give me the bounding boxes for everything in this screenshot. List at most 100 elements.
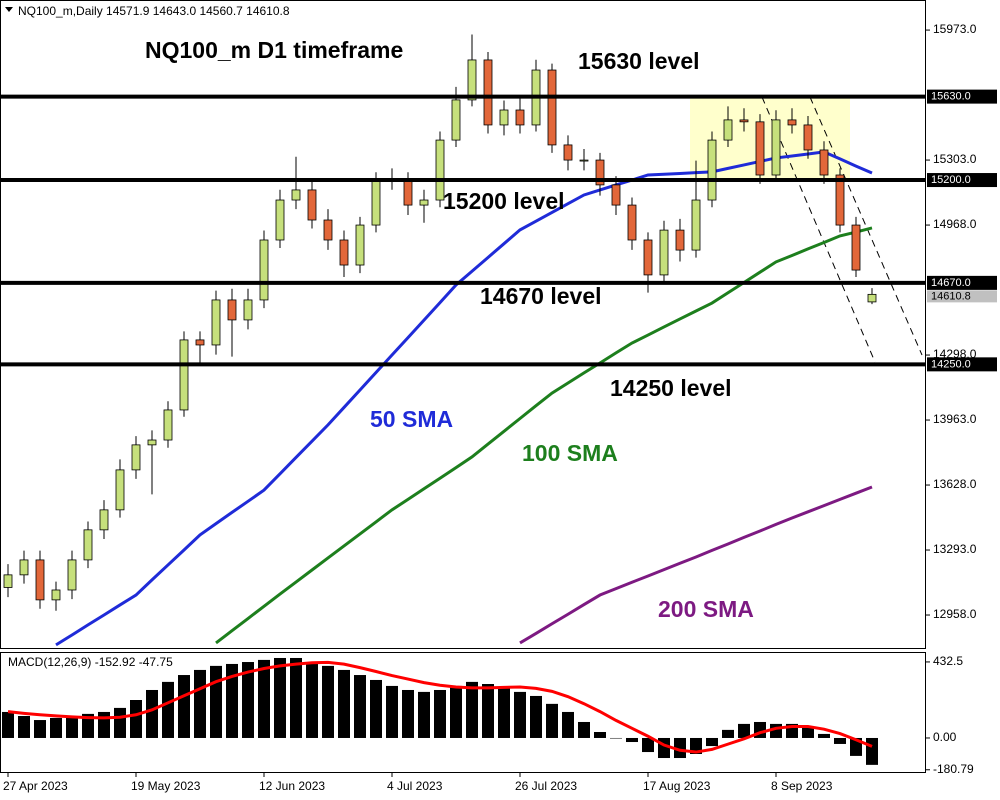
macd-bar (722, 729, 734, 738)
candle-body (403, 179, 413, 206)
candle-body (3, 574, 13, 588)
candle-body (275, 199, 285, 241)
candle-body (755, 121, 765, 176)
price-panel-frame (0, 0, 926, 649)
candle-body (227, 299, 237, 321)
candle-body (851, 224, 861, 271)
y-tick-label: 12958.0 (933, 607, 977, 621)
sma-label: 200 SMA (658, 596, 754, 622)
macd-bar (834, 737, 846, 744)
macd-bar (114, 707, 126, 738)
macd-bar (50, 717, 62, 738)
candle-body (563, 144, 573, 161)
candle-body (595, 159, 605, 186)
macd-bar (578, 721, 590, 738)
candle-body (259, 239, 269, 301)
macd-bar (98, 711, 110, 738)
macd-bar (290, 657, 302, 738)
candle-body (451, 99, 461, 141)
macd-bar (658, 737, 670, 759)
level-tag-label: 14670.0 (931, 277, 971, 289)
macd-bar (546, 703, 558, 738)
candle-body (659, 229, 669, 276)
level-tag (927, 357, 997, 372)
macd-bar (690, 737, 702, 754)
candle-body (579, 159, 589, 162)
macd-bar (802, 727, 814, 738)
candle-body (323, 219, 333, 241)
candle-body (675, 229, 685, 251)
candle-body (611, 184, 621, 206)
candle-body (467, 59, 477, 101)
macd-bar (386, 685, 398, 738)
candle-body (243, 299, 253, 321)
candle-body (131, 444, 141, 471)
x-tick-label: 8 Sep 2023 (771, 779, 833, 793)
level-tag-label: 14250.0 (931, 358, 971, 370)
candle-body (787, 119, 797, 126)
macd-bar (594, 732, 606, 738)
sma-line (519, 485, 873, 645)
macd-bar (866, 737, 878, 765)
macd-bar (562, 711, 574, 738)
y-tick-label: -180.79 (933, 762, 974, 776)
level-tag (927, 275, 997, 290)
macd-bar (706, 737, 718, 747)
macd-bar (354, 675, 366, 738)
candle-body (99, 509, 109, 531)
macd-bar (306, 662, 318, 738)
candle-body (739, 119, 749, 123)
macd-bar (130, 700, 142, 738)
macd-bar (370, 679, 382, 738)
macd-bar (226, 663, 238, 738)
candle-body (355, 224, 365, 266)
macd-bar (18, 716, 30, 738)
macd-bar (210, 665, 222, 738)
candle-body (515, 109, 525, 126)
macd-bar (418, 691, 430, 738)
macd-bar (258, 659, 270, 738)
macd-panel-frame (0, 652, 926, 773)
level-tag-label: 15630.0 (931, 91, 971, 103)
annotation: 14670 level (480, 283, 602, 309)
y-tick-label: 13963.0 (933, 412, 977, 426)
y-tick-label: 15303.0 (933, 152, 977, 166)
macd-bar (626, 737, 638, 743)
candle-body (435, 139, 445, 201)
candle-body (547, 69, 557, 146)
macd-bar (146, 689, 158, 738)
macd-bar (514, 691, 526, 738)
x-tick-label: 27 Apr 2023 (3, 779, 68, 793)
y-tick-label: 13628.0 (933, 477, 977, 491)
macd-bar (338, 669, 350, 738)
macd-bar (322, 665, 334, 738)
macd-bar (818, 733, 830, 738)
candle-body (771, 119, 781, 176)
macd-bar (194, 669, 206, 738)
macd-bar (450, 685, 462, 738)
macd-bar (274, 657, 286, 738)
macd-title: MACD(12,26,9) -152.92 -47.75 (8, 655, 173, 669)
sma-line (215, 226, 873, 645)
y-tick-label: 0.00 (933, 730, 957, 744)
candle-body (147, 439, 157, 446)
macd-bar (242, 662, 254, 738)
macd-bar (642, 737, 654, 753)
macd-bar (482, 684, 494, 738)
candle-body (499, 109, 509, 126)
macd-bar (178, 675, 190, 738)
candle-body (83, 529, 93, 561)
macd-bar (34, 720, 46, 738)
candle-body (19, 559, 29, 576)
x-tick-label: 17 Aug 2023 (643, 779, 711, 793)
level-tag (927, 89, 997, 104)
candle-body (867, 293, 877, 303)
candle-body (115, 469, 125, 511)
candle-body (835, 174, 845, 226)
candle-body (339, 239, 349, 266)
macd-bar (66, 716, 78, 738)
last-price-label: 14610.8 (931, 290, 971, 302)
annotation: 14250 level (610, 375, 732, 401)
candle-body (723, 119, 733, 141)
